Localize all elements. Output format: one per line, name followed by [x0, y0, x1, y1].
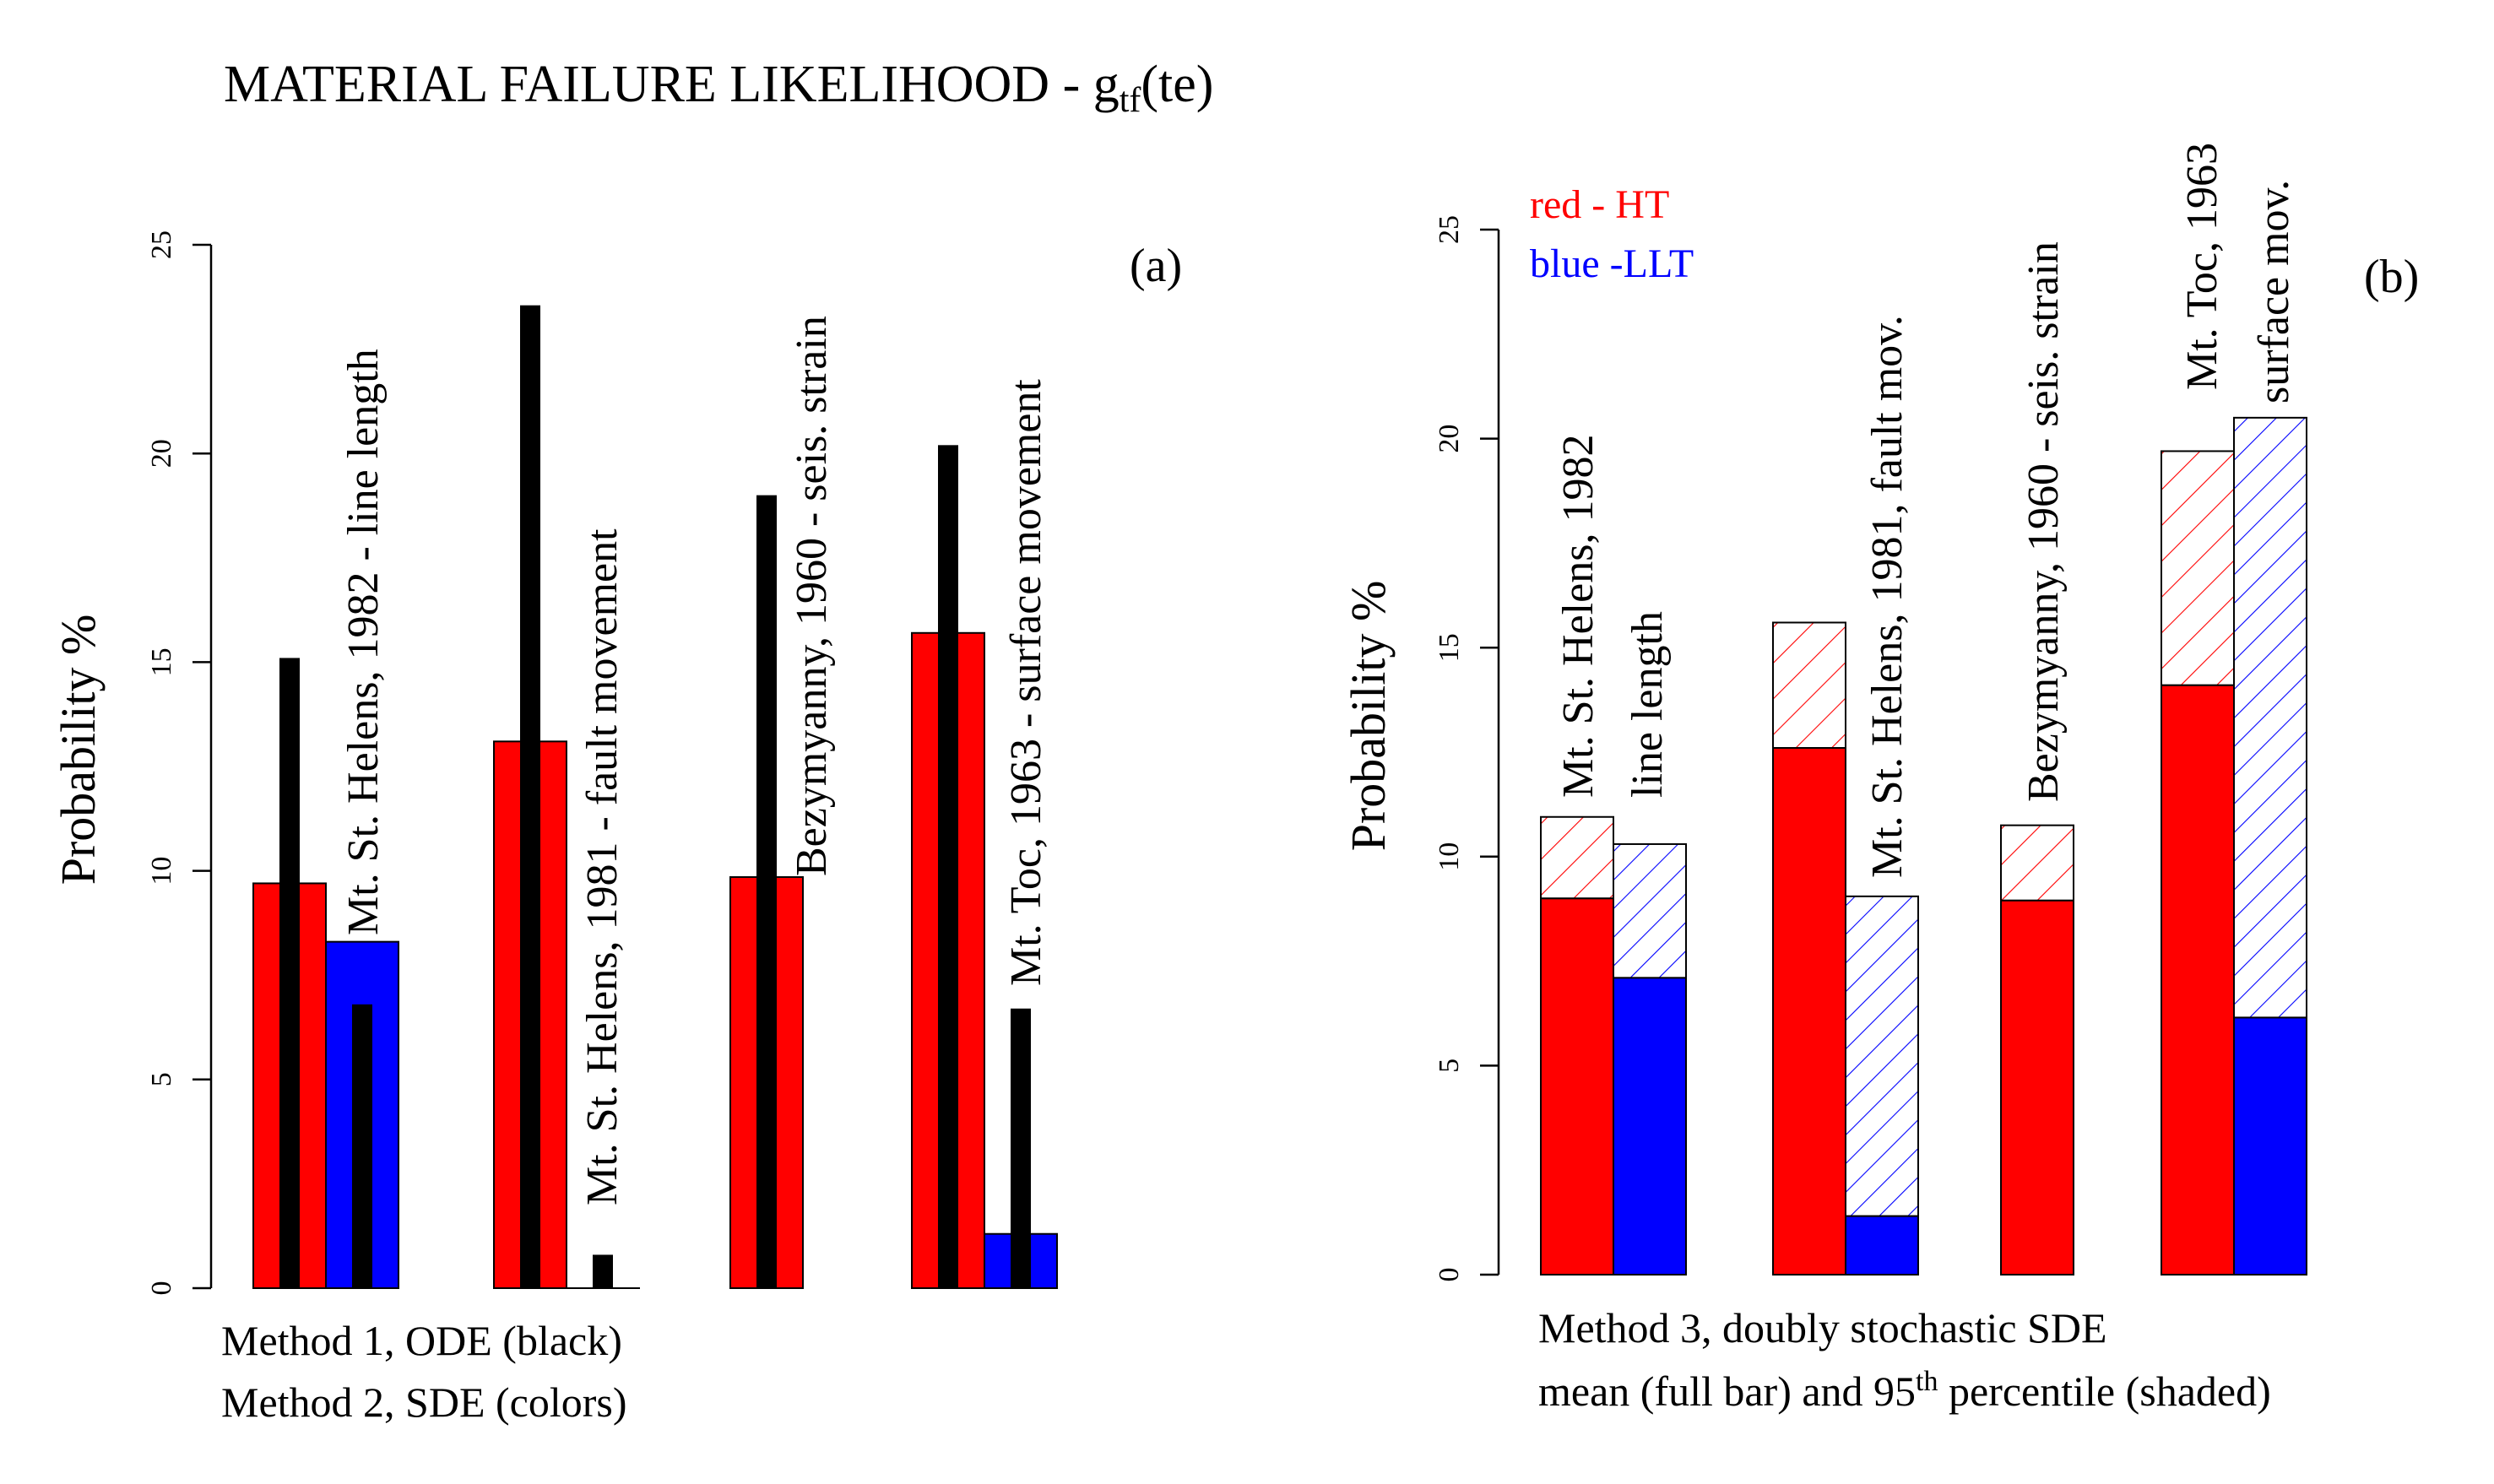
panel-b-bar-red-mean-3 [2000, 899, 2074, 1276]
panel-b-bars [1540, 416, 2307, 1276]
panel-a-bar-black-ht-3 [756, 495, 777, 1288]
panel-b-y-axis: 0 5 10 15 20 25 [1434, 215, 1500, 1282]
panel-a-bar-black-llt-1 [352, 1004, 372, 1288]
panel-b-tick-label-0: 0 [1434, 1268, 1465, 1282]
panel-a-event-label-2: Mt. St. Helens, 1981 - fault movement [578, 528, 626, 1205]
panel-b-tick-label-5: 5 [1434, 1059, 1465, 1073]
panel-a-tag: (a) [1130, 240, 1182, 292]
panel-b-tick-label-10: 10 [1434, 842, 1465, 871]
panel-a-note-line2: Method 2, SDE (colors) [221, 1378, 627, 1426]
panel-b-bar-blue-p95-4 [2233, 416, 2307, 1019]
panel-b-ylabel: Probability % [1341, 581, 1396, 852]
panel-b-bar-red-p95-1 [1540, 815, 1614, 900]
panel-b-note-line2-b: percentile (shaded) [1938, 1368, 2271, 1415]
panel-b-bar-red-p95-2 [1772, 621, 1846, 750]
panel-b-bar-red-mean-1 [1540, 897, 1614, 1275]
panel-a-bar-black-llt-4 [1011, 1008, 1031, 1288]
panel-b-bar-blue-mean-4 [2233, 1016, 2307, 1276]
panel-b-event-label-1b: line length [1624, 611, 1672, 798]
panel-a-bar-black-ht-2 [520, 305, 540, 1288]
panel-a-bars [252, 305, 1058, 1290]
panel-b-note-line1: Method 3, doubly stochastic SDE [1538, 1304, 2107, 1351]
panel-a-event-label-1: Mt. St. Helens, 1982 - line length [339, 349, 388, 935]
panel-a-y-axis: 0 5 10 15 20 25 [146, 230, 213, 1296]
figure-title-main: MATERIAL FAILURE LIKELIHOOD - g [224, 56, 1120, 113]
panel-b-tick-label-15: 15 [1434, 633, 1465, 662]
panel-b: 0 5 10 15 20 25 Probability % (b) red - HT bl… [1341, 143, 2419, 1415]
panel-a-note-line1: Method 1, ODE (black) [221, 1317, 622, 1364]
figure-title: MATERIAL FAILURE LIKELIHOOD - gtf(te) [224, 56, 1213, 120]
panel-a-event-label-3: Bezymyanny, 1960 - seis. strain [788, 316, 836, 876]
panel-b-bar-blue-mean-1 [1613, 977, 1687, 1275]
panel-b-event-label-4b: surface mov. [2250, 180, 2298, 403]
panel-b-tick-label-25: 25 [1434, 215, 1465, 244]
panel-b-event-label-1a: Mt. St. Helens, 1982 [1554, 435, 1602, 798]
legend-red-label: red - HT [1530, 182, 1669, 227]
panel-b-bar-red-p95-3 [2000, 824, 2074, 902]
panel-a-ylabel: Probability % [51, 615, 106, 886]
panel-b-bar-red-mean-4 [2161, 684, 2235, 1275]
panel-b-tick-label-20: 20 [1434, 425, 1465, 453]
panel-b-bar-blue-mean-2 [1845, 1215, 1919, 1275]
panel-b-bar-blue-p95-2 [1845, 895, 1919, 1217]
panel-a-tick-label-5: 5 [146, 1072, 177, 1086]
legend-blue-label: blue -LLT [1530, 241, 1694, 286]
panel-b-bar-red-p95-4 [2161, 450, 2235, 686]
panel-b-note-line2-a: mean (full bar) and 95 [1538, 1368, 1916, 1415]
panel-a-tick-label-25: 25 [146, 230, 177, 259]
panel-a-tick-label-15: 15 [146, 647, 177, 676]
panel-a-tick-label-20: 20 [146, 439, 177, 468]
figure-title-sub: tf [1120, 81, 1141, 120]
panel-b-event-label-2: Mt. St. Helens, 1981, fault mov. [1863, 315, 1911, 878]
panel-a-tick-label-0: 0 [146, 1281, 177, 1296]
panel-b-bar-blue-p95-1 [1613, 842, 1687, 979]
panel-a-bar-black-llt-2 [593, 1254, 613, 1288]
panel-a-bar-black-ht-4 [938, 445, 958, 1288]
panel-a: 0 5 10 15 20 25 Probability % (a) Mt. St. Hel… [51, 230, 1182, 1426]
panel-b-event-label-3: Bezymyanny, 1960 - seis. strain [2020, 241, 2068, 802]
panel-b-note-line2: mean (full bar) and 95th percentile (sha… [1538, 1366, 2271, 1415]
panel-a-bar-black-ht-1 [279, 658, 300, 1288]
panel-a-event-label-4: Mt. Toc, 1963 - surface movement [1002, 379, 1050, 986]
panel-b-event-label-4a: Mt. Toc, 1963 [2178, 143, 2226, 390]
panel-b-tag: (b) [2364, 251, 2419, 303]
figure-title-tail: (te) [1141, 56, 1213, 113]
panel-a-tick-label-10: 10 [146, 857, 177, 886]
panel-b-bar-red-mean-2 [1772, 747, 1846, 1275]
panel-b-note-line2-sup: th [1916, 1366, 1938, 1397]
